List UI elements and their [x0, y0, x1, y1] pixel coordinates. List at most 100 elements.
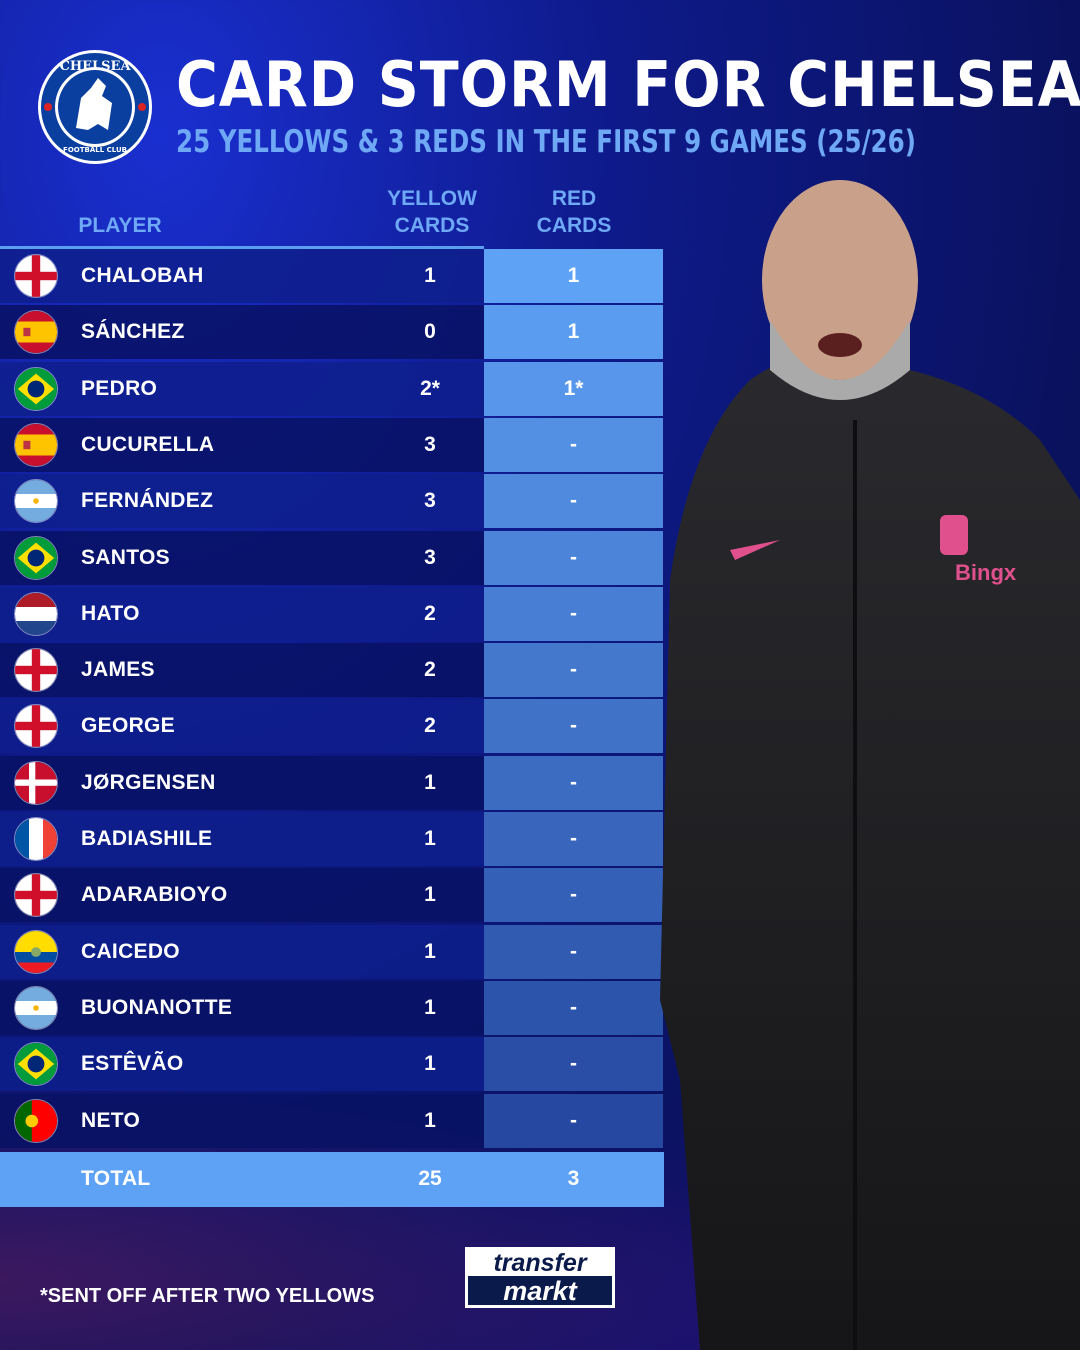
brazil-flag-icon — [14, 1042, 58, 1087]
column-header-yellow: YELLOW CARDS — [382, 185, 482, 239]
transfermarkt-logo: transfer markt — [465, 1247, 615, 1308]
player-name: CHALOBAH — [81, 264, 204, 287]
red-cards-cell: - — [484, 474, 663, 529]
portugal-flag-icon — [14, 1098, 58, 1143]
chelsea-crest-logo: CHELSEA FOOTBALL CLUB — [38, 50, 152, 164]
header-line: CARDS — [536, 214, 612, 237]
player-name: PEDRO — [81, 376, 158, 400]
red-cards-cell: - — [484, 530, 663, 585]
player-cell: SÁNCHEZ 0 — [0, 305, 484, 360]
player-name: SANTOS — [81, 545, 170, 569]
red-cards-value: - — [570, 939, 577, 963]
player-name: HATO — [81, 601, 140, 625]
ecuador-flag-icon — [14, 929, 58, 974]
yellow-cards-value: 2 — [424, 658, 436, 682]
yellow-cards-value: 3 — [424, 432, 436, 456]
red-cards-value: 1* — [563, 376, 584, 400]
red-cards-cell: - — [484, 1093, 663, 1148]
player-name: BUONANOTTE — [81, 995, 233, 1019]
total-yellow: 25 — [418, 1167, 442, 1190]
table-row: CAICEDO 1 - — [0, 924, 664, 979]
red-cards-cell: - — [484, 755, 663, 810]
table-row: SÁNCHEZ 0 1 — [0, 305, 664, 360]
player-cell: ESTÊVÃO 1 — [0, 1037, 484, 1092]
yellow-cards-value: 2 — [424, 601, 436, 625]
yellow-cards-value: 1 — [424, 1108, 436, 1132]
denmark-flag-icon — [14, 760, 58, 805]
table-row: GEORGE 2 - — [0, 699, 664, 754]
player-cell: SANTOS 3 — [0, 530, 484, 585]
england-flag-icon — [14, 704, 58, 749]
red-cards-value: - — [570, 883, 577, 907]
table-row: CHALOBAH 1 1 — [0, 249, 664, 303]
table-row: ESTÊVÃO 1 - — [0, 1037, 664, 1092]
player-cell: FERNÁNDEZ 3 — [0, 474, 484, 529]
header-line: CARDS — [394, 214, 470, 237]
red-cards-cell: 1* — [484, 361, 663, 416]
player-cell: PEDRO 2* — [0, 361, 484, 416]
total-row: TOTAL 25 3 — [0, 1152, 664, 1207]
red-cards-value: - — [570, 545, 577, 569]
table-row: ADARABIOYO 1 - — [0, 868, 664, 923]
red-cards-value: - — [570, 1108, 577, 1132]
player-cell: GEORGE 2 — [0, 699, 484, 754]
player-cell: BUONANOTTE 1 — [0, 980, 484, 1035]
england-flag-icon — [14, 648, 58, 693]
red-cards-value: - — [570, 770, 577, 794]
header-divider — [0, 246, 484, 249]
player-name: JØRGENSEN — [81, 770, 216, 794]
yellow-cards-value: 1 — [424, 770, 436, 794]
player-cell: CHALOBAH 1 — [0, 249, 484, 303]
logo-line: transfer — [468, 1250, 612, 1276]
player-cell: BADIASHILE 1 — [0, 812, 484, 866]
england-flag-icon — [14, 254, 58, 298]
header-line: RED — [551, 187, 597, 210]
player-name: BADIASHILE — [81, 827, 213, 850]
netherlands-flag-icon — [14, 591, 58, 636]
player-name: FERNÁNDEZ — [81, 489, 214, 513]
player-cell: ADARABIOYO 1 — [0, 868, 484, 923]
spain-flag-icon — [14, 310, 58, 355]
table-row: BUONANOTTE 1 - — [0, 980, 664, 1035]
red-cards-cell: - — [484, 643, 663, 698]
red-cards-cell: - — [484, 980, 663, 1035]
spain-flag-icon — [14, 422, 58, 467]
player-name: SÁNCHEZ — [81, 320, 185, 344]
red-cards-cell: - — [484, 1037, 663, 1092]
france-flag-icon — [14, 817, 58, 861]
player-cell: CAICEDO 1 — [0, 924, 484, 979]
coach-photo: Bingx — [660, 180, 1080, 1350]
table-row: SANTOS 3 - — [0, 530, 664, 585]
argentina-flag-icon — [14, 479, 58, 524]
yellow-cards-value: 1 — [424, 827, 436, 850]
total-label: TOTAL — [81, 1167, 151, 1190]
yellow-cards-value: 0 — [424, 320, 436, 344]
player-name: ADARABIOYO — [81, 883, 228, 907]
sponsor-text: Bingx — [955, 560, 1017, 585]
svg-text:FOOTBALL CLUB: FOOTBALL CLUB — [63, 146, 127, 154]
red-cards-value: - — [570, 432, 577, 456]
player-name: JAMES — [81, 658, 155, 682]
player-cell: CUCURELLA 3 — [0, 417, 484, 472]
player-name: CAICEDO — [81, 939, 180, 963]
yellow-cards-value: 1 — [424, 995, 436, 1019]
yellow-cards-value: 2* — [420, 376, 440, 400]
red-cards-cell: 1 — [484, 249, 663, 303]
red-cards-cell: - — [484, 699, 663, 754]
logo-line: markt — [503, 1276, 577, 1306]
argentina-flag-icon — [14, 985, 58, 1030]
footnote: *SENT OFF AFTER TWO YELLOWS — [40, 1285, 375, 1307]
player-name: CUCURELLA — [81, 432, 215, 456]
red-cards-value: - — [570, 1052, 577, 1076]
player-name: NETO — [81, 1108, 141, 1132]
red-cards-cell: - — [484, 417, 663, 472]
header-line: YELLOW — [387, 187, 477, 210]
player-cell: JØRGENSEN 1 — [0, 755, 484, 810]
total-red: 3 — [567, 1167, 580, 1190]
red-cards-value: - — [570, 601, 577, 625]
table-row: CUCURELLA 3 - — [0, 417, 664, 472]
red-cards-value: - — [570, 995, 577, 1019]
red-cards-value: - — [570, 658, 577, 682]
player-cell: JAMES 2 — [0, 643, 484, 698]
brazil-flag-icon — [14, 366, 58, 411]
